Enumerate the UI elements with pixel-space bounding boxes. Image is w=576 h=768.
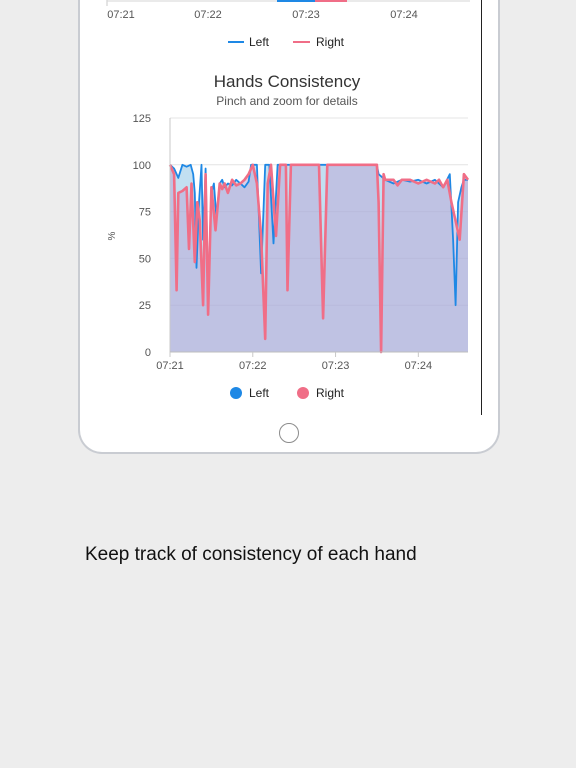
top-legend-left-label[interactable]: Left bbox=[249, 35, 270, 49]
y-tick-label: 25 bbox=[139, 300, 151, 312]
top-x-tick-2: 07:23 bbox=[292, 9, 320, 21]
home-button[interactable] bbox=[279, 423, 299, 443]
y-tick-label: 100 bbox=[133, 160, 151, 172]
x-tick-label: 07:23 bbox=[322, 360, 350, 372]
top-chart-left-mark bbox=[277, 0, 315, 2]
y-tick-label: 125 bbox=[133, 113, 151, 125]
top-x-tick-1: 07:22 bbox=[194, 9, 222, 21]
x-tick-label: 07:21 bbox=[156, 360, 184, 372]
top-x-tick-3: 07:24 bbox=[390, 9, 418, 21]
chart-title: Hands Consistency bbox=[214, 72, 361, 91]
series-layer bbox=[168, 163, 470, 354]
chart-subtitle: Pinch and zoom for details bbox=[216, 94, 357, 108]
legend-left-dot bbox=[230, 387, 242, 399]
legend-right-label[interactable]: Right bbox=[316, 386, 345, 400]
legend-left-label[interactable]: Left bbox=[249, 386, 270, 400]
series-line-right bbox=[168, 163, 470, 354]
top-legend-right-label[interactable]: Right bbox=[316, 35, 345, 49]
series-area-right bbox=[170, 164, 468, 352]
y-axis-label: % bbox=[107, 231, 118, 240]
x-tick-label: 07:24 bbox=[405, 360, 433, 372]
y-tick-label: 50 bbox=[139, 253, 151, 265]
caption-text: Keep track of consistency of each hand bbox=[85, 544, 417, 565]
axis-layer: 0 25 50 75 100 125 07:21 07:22 07:23 07:24 bbox=[133, 113, 468, 372]
app-screen: 07:21 07:22 07:23 07:24 Left Right Hands… bbox=[97, 0, 482, 415]
y-tick-label: 75 bbox=[139, 207, 151, 219]
top-x-tick-0: 07:21 bbox=[107, 9, 135, 21]
chart-legend: Left Right bbox=[230, 386, 345, 400]
legend-right-dot bbox=[297, 387, 309, 399]
x-tick-label: 07:22 bbox=[239, 360, 267, 372]
y-tick-label: 0 bbox=[145, 347, 151, 359]
top-chart: 07:21 07:22 07:23 07:24 Left Right bbox=[106, 0, 470, 49]
top-chart-right-mark bbox=[315, 0, 347, 2]
hands-consistency-chart[interactable]: Hands Consistency Pinch and zoom for det… bbox=[97, 56, 481, 415]
